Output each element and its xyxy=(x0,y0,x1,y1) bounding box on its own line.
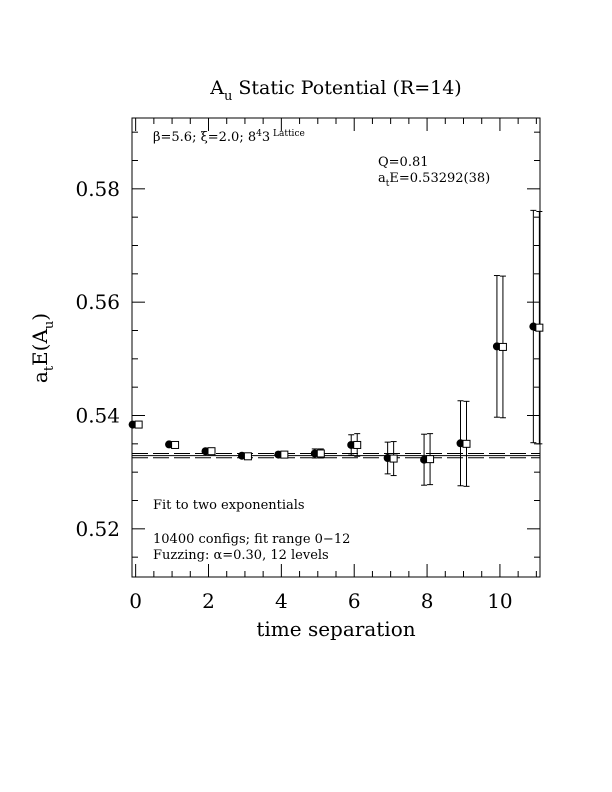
y-tick-label: 0.52 xyxy=(75,517,120,541)
data-points xyxy=(128,209,544,487)
lattice-annotation: β=5.6; ξ=2.0; 843 Lattice xyxy=(153,129,305,145)
x-tick-label: 0 xyxy=(129,589,142,613)
data-point-square xyxy=(535,323,544,332)
y-tick-label: 0.56 xyxy=(75,290,120,314)
y-tick-label: 0.54 xyxy=(75,404,120,428)
data-point-square xyxy=(280,450,289,459)
data-point-square xyxy=(207,447,216,456)
data-point-square xyxy=(243,452,252,461)
x-tick-label: 8 xyxy=(421,589,434,613)
x-tick-label: 6 xyxy=(348,589,361,613)
q-value-annotation: Q=0.81 xyxy=(378,155,429,170)
data-point-square xyxy=(389,454,398,463)
y-tick-label: 0.58 xyxy=(75,177,120,201)
fuzzing-note: Fuzzing: α=0.30, 12 levels xyxy=(153,548,329,563)
chart-title: Au Static Potential (R=14) xyxy=(209,77,461,104)
energy-annotation: atE=0.53292(38) xyxy=(378,171,490,189)
data-point-square xyxy=(171,440,180,449)
data-point-square xyxy=(134,420,143,429)
x-tick-label: 2 xyxy=(202,589,215,613)
data-point-square xyxy=(426,455,435,464)
x-tick-label: 10 xyxy=(487,589,512,613)
tick-labels: 0 2 4 6 8 10 0.52 0.54 0.56 0.58 xyxy=(75,177,512,613)
configs-note: 10400 configs; fit range 0−12 xyxy=(153,532,350,547)
fit-note: Fit to two exponentials xyxy=(153,498,305,513)
data-point-square xyxy=(462,439,471,448)
data-point-square xyxy=(498,342,507,351)
x-axis-label: time separation xyxy=(256,617,415,641)
fit-band xyxy=(132,452,540,459)
x-tick-label: 4 xyxy=(275,589,288,613)
data-point-square xyxy=(316,449,325,458)
y-axis-label: atE(Au) xyxy=(28,313,57,383)
data-point-square xyxy=(353,440,362,449)
